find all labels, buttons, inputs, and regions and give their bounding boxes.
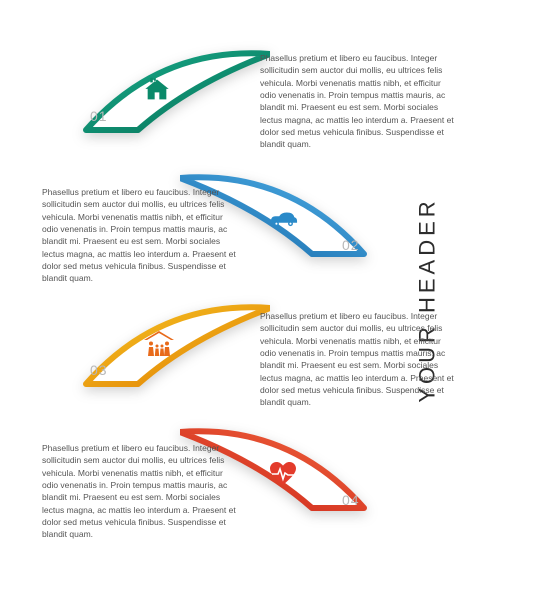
step-1-shape — [80, 46, 270, 146]
step-1-number: 01 — [90, 108, 108, 124]
family-icon — [142, 330, 176, 360]
step-1-text: Phasellus pretium et libero eu faucibus.… — [260, 52, 455, 151]
infographic-canvas: YOUR HEADER 01 Phasellus pretium et libe… — [0, 0, 558, 600]
step-4-number: 04 — [342, 492, 360, 508]
step-2-number: 02 — [342, 237, 360, 253]
step-3-text: Phasellus pretium et libero eu faucibus.… — [260, 310, 455, 409]
step-4-text: Phasellus pretium et libero eu faucibus.… — [42, 442, 237, 541]
step-3-number: 03 — [90, 362, 108, 378]
house-icon — [143, 76, 171, 104]
car-icon — [268, 210, 298, 228]
step-2-text: Phasellus pretium et libero eu faucibus.… — [42, 186, 237, 285]
heart-icon — [270, 462, 296, 486]
